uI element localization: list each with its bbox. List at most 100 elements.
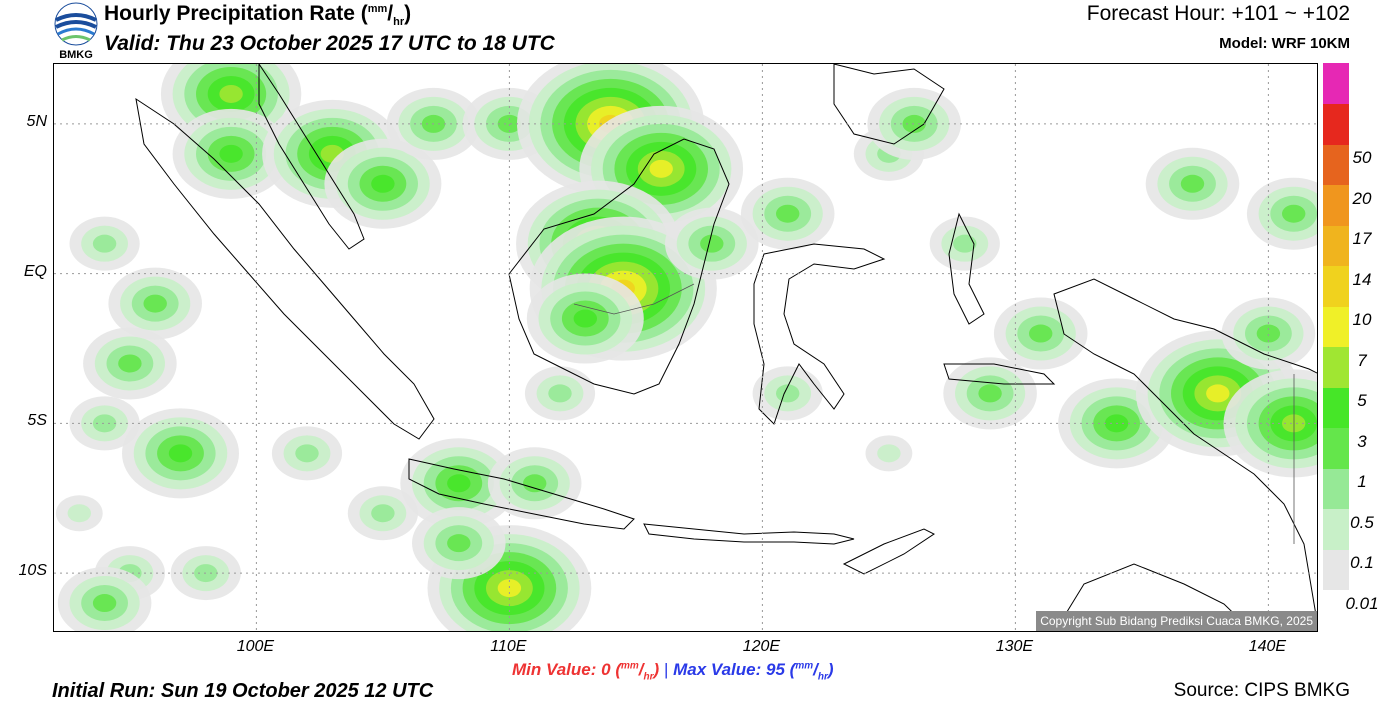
coastline-malaya <box>258 64 365 250</box>
rain-cell <box>92 414 117 433</box>
rain-cell <box>523 474 547 493</box>
coastline-new-guinea <box>1053 278 1317 625</box>
legend-label: 14 <box>1352 269 1372 289</box>
lat-label: 5N <box>26 112 47 130</box>
initial-run: Initial Run: Sun 19 October 2025 12 UTC <box>52 680 434 702</box>
coastline-maluku <box>948 212 985 325</box>
legend-label: 0.01 <box>1345 594 1379 613</box>
min-unit-sub: hr <box>643 671 654 683</box>
coastline-sulawesi <box>753 243 886 425</box>
legend-label: 0.5 <box>1350 512 1374 532</box>
coastline-layer <box>135 64 1317 631</box>
rain-cell <box>1029 324 1053 343</box>
coastline-seram <box>943 363 1056 385</box>
legend-label: 10 <box>1352 310 1372 330</box>
rain-cell <box>92 234 117 253</box>
max-label: Max Value: <box>673 660 762 679</box>
legend-swatch <box>1323 225 1349 267</box>
forecast-hour: Forecast Hour: +101 ~ +102 <box>1086 2 1350 25</box>
legend-swatch <box>1323 144 1349 186</box>
rain-cell <box>978 384 1002 403</box>
border-borneo <box>573 283 695 315</box>
lat-label: 5S <box>27 412 47 430</box>
legend-label: 0.1 <box>1350 553 1374 573</box>
source: Source: CIPS BMKG <box>1173 680 1350 701</box>
separator: | <box>663 660 669 679</box>
rain-cell <box>953 234 977 253</box>
lon-label: 110E <box>490 638 527 655</box>
legend-swatch <box>1323 387 1349 429</box>
legend-swatch <box>1323 427 1349 469</box>
rain-cell <box>92 594 117 613</box>
rain-cell <box>168 444 193 463</box>
lon-label: 100E <box>236 638 275 655</box>
legend-label: 17 <box>1352 229 1372 249</box>
page-title: Hourly Precipitation Rate (mm/hr) <box>104 2 411 28</box>
legend-label: 1 <box>1357 472 1367 492</box>
legend-swatch <box>1323 549 1349 591</box>
rain-cell <box>548 384 572 403</box>
rain-cell <box>1282 204 1306 223</box>
min-value: 0 <box>601 660 611 679</box>
legend-label: 50 <box>1352 148 1372 168</box>
coastline-nusa-tenggara <box>643 523 855 545</box>
rain-cell <box>497 579 522 598</box>
coastline-java <box>408 458 635 530</box>
min-max-values: Min Value: 0 (mm/hr) | Max Value: 95 (mm… <box>512 660 834 683</box>
legend-swatch <box>1323 306 1349 348</box>
map-canvas <box>54 64 1317 631</box>
rain-cell <box>295 444 319 463</box>
legend-swatch <box>1323 63 1349 105</box>
rain-cell <box>573 309 597 328</box>
lon-label: 130E <box>995 638 1034 655</box>
lon-label: 120E <box>742 638 781 655</box>
bmkg-logo-icon: BMKG <box>54 2 98 60</box>
title-unit-sep: / <box>387 2 394 25</box>
rain-layer <box>55 64 1317 631</box>
lat-label: EQ <box>23 262 47 280</box>
rain-cell <box>700 234 724 253</box>
rain-cell <box>902 114 926 133</box>
rain-cell <box>447 534 471 553</box>
legend-swatch <box>1323 468 1349 510</box>
legend-swatch <box>1323 103 1349 145</box>
legend-label: 20 <box>1352 188 1372 208</box>
legend-swatch <box>1323 508 1349 550</box>
lon-label: 140E <box>1248 638 1287 655</box>
title-close: ) <box>404 2 412 25</box>
rain-cell <box>877 444 901 463</box>
title-main: Hourly Precipitation Rate ( <box>104 2 368 25</box>
rain-cell <box>1180 174 1205 193</box>
color-legend <box>1323 63 1349 591</box>
rain-cell <box>1206 384 1230 403</box>
rain-cell <box>219 84 243 103</box>
rain-cell <box>776 384 800 403</box>
rain-cell <box>371 504 395 523</box>
min-label: Min Value: <box>512 660 597 679</box>
legend-label: 3 <box>1357 431 1367 451</box>
precipitation-map: Copyright Sub Bidang Prediksi Cuaca BMKG… <box>53 63 1318 632</box>
rain-cell <box>371 174 395 193</box>
rain-cell <box>67 504 91 523</box>
min-unit-sup: mm <box>621 660 639 672</box>
copyright-notice: Copyright Sub Bidang Prediksi Cuaca BMKG… <box>1036 611 1317 631</box>
coastline-australia <box>1054 563 1253 631</box>
max-unit-sub: hr <box>817 671 828 683</box>
legend-swatch <box>1323 184 1349 226</box>
coastline-sumatra <box>135 97 435 440</box>
rain-cell <box>649 159 673 178</box>
legend-label: 7 <box>1357 350 1367 370</box>
legend-swatch <box>1323 265 1349 307</box>
coastline-borneo <box>508 138 730 395</box>
lat-label: 10S <box>18 562 47 580</box>
model-name: Model: WRF 10KM <box>1219 35 1350 52</box>
max-unit-sup: mm <box>795 660 814 672</box>
title-unit-sub: hr <box>393 16 405 29</box>
title-unit-sup: mm <box>367 3 388 15</box>
rain-cell <box>447 474 471 493</box>
rain-cell <box>1256 324 1281 343</box>
coastline-timor <box>842 528 935 575</box>
valid-time: Valid: Thu 23 October 2025 17 UTC to 18 … <box>104 32 555 55</box>
legend-label: 5 <box>1357 391 1367 411</box>
legend-swatch <box>1323 346 1349 388</box>
